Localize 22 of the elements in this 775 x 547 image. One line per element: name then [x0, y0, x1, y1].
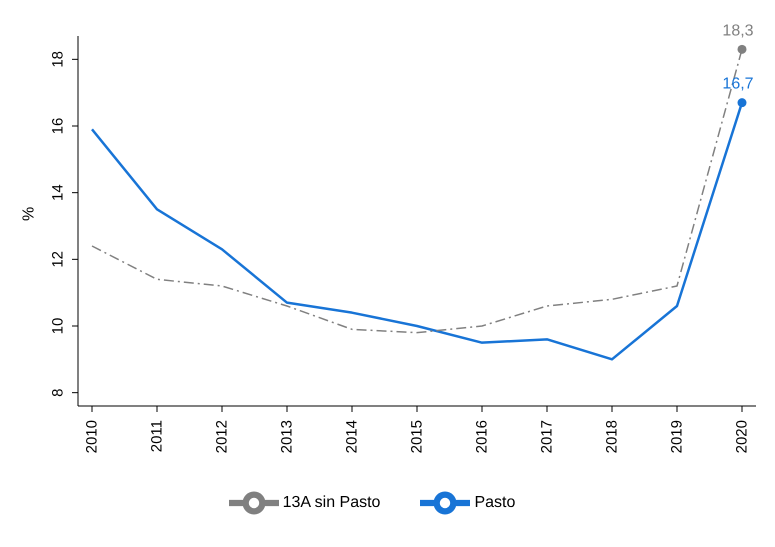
x-tick-label: 2020	[734, 420, 750, 454]
legend-label: Pasto	[474, 494, 516, 512]
data-label: 18,3	[722, 22, 754, 40]
y-tick-label: 14	[50, 184, 66, 202]
x-tick-label: 2010	[84, 420, 100, 454]
data-label: 16,7	[722, 76, 754, 93]
y-axis-title: %	[20, 206, 38, 221]
legend-label: 13A sin Pasto	[282, 494, 380, 512]
y-tick-label: 16	[50, 118, 66, 134]
x-tick-label: 2016	[474, 420, 490, 454]
y-tick-label: 10	[50, 318, 66, 334]
x-tick-label: 2015	[408, 420, 426, 454]
x-tick-label: 2018	[604, 420, 620, 454]
x-tick-label: 2012	[214, 420, 230, 454]
y-tick-label: 18	[50, 50, 66, 68]
y-tick-label: 8	[50, 388, 66, 397]
x-tick-label: 2011	[148, 420, 166, 452]
x-tick-label: 2017	[538, 420, 556, 454]
x-tick-label: 2019	[668, 420, 686, 454]
x-tick-label: 2014	[344, 420, 360, 454]
y-tick-label: 12	[50, 250, 66, 268]
x-tick-label: 2013	[278, 420, 296, 454]
